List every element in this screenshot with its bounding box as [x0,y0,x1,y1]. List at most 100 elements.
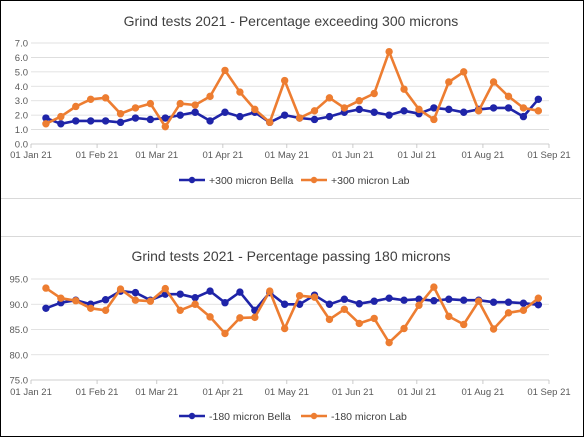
data-point [385,47,393,56]
x-tick-label: 01 Aug 21 [462,387,505,398]
legend-label: +300 micron Lab [331,175,410,187]
y-tick-label: 0.0 [15,140,28,151]
data-point [206,287,214,295]
data-point [266,287,274,295]
data-point [370,108,378,116]
data-point [295,114,304,122]
data-point [221,329,229,338]
data-point [131,114,140,122]
data-point [176,290,184,298]
x-tick-label: 01 Feb 21 [76,387,119,398]
data-point [430,283,438,291]
data-point [146,115,155,124]
legend-label: -180 micron Bella [209,411,291,423]
x-tick-label: 01 Aug 21 [462,150,505,161]
data-point [519,112,528,121]
data-point [370,89,378,98]
data-point [400,324,408,333]
data-point [131,288,140,297]
data-point [325,315,334,324]
data-point [534,107,543,115]
series-line [45,285,540,344]
data-point [385,338,393,347]
data-point [504,104,513,112]
data-point [72,297,80,305]
legend-entry: -180 micron Lab [301,411,407,423]
data-point [72,117,80,125]
data-point [400,107,408,115]
data-point [131,104,140,112]
data-point [415,105,423,114]
data-point [370,314,378,323]
data-point [206,117,214,125]
chart-exceeding-300: Grind tests 2021 - Percentage exceeding … [10,13,571,187]
data-point [236,112,244,121]
data-point [325,112,334,121]
data-point [310,293,319,301]
data-point [489,78,498,86]
data-point [280,76,289,85]
data-point [221,108,229,116]
y-tick-label: 85.0 [10,325,29,336]
data-point [400,85,408,93]
x-tick-label: 01 Jul 21 [398,150,437,161]
data-point [146,99,155,108]
data-point [176,99,184,108]
data-point [101,306,110,315]
data-point [101,296,110,304]
data-point [489,298,498,306]
data-point [519,104,528,112]
x-tick-label: 01 May 21 [265,387,309,398]
data-point [57,120,65,128]
data-point [325,94,334,102]
legend-label: +300 micron Bella [209,175,293,187]
data-point [355,300,363,308]
legend-marker [310,176,318,184]
data-point [430,297,438,305]
data-point [101,94,110,102]
data-point [534,301,543,309]
series-line [45,50,539,128]
series-line [45,98,540,126]
y-tick-label: 1.0 [15,125,28,136]
data-point [86,117,95,125]
data-point [206,92,214,101]
x-tick-label: 01 Sep 21 [527,150,570,161]
x-tick-label: 01 Apr 21 [203,150,244,161]
data-point [266,118,274,127]
data-point [340,104,349,112]
data-point [340,295,349,303]
data-point [445,295,453,303]
data-point [519,306,528,315]
x-tick-label: 01 Mar 21 [135,387,178,398]
series-line [45,289,539,312]
chart-passing-180: Grind tests 2021 - Percentage passing 18… [10,248,571,423]
x-tick-label: 01 Jan 21 [10,387,52,398]
data-point [221,299,229,307]
data-point [161,284,169,293]
data-point [355,97,363,105]
data-point [72,102,80,111]
data-point [355,105,363,114]
data-point [191,300,199,308]
data-point [280,111,289,119]
x-tick-label: 01 Jun 21 [332,150,374,161]
x-tick-label: 01 May 21 [265,150,309,161]
data-point [460,108,468,116]
data-point [310,115,319,124]
data-point [310,107,319,115]
data-point [116,118,125,127]
data-point [430,115,438,124]
data-point [460,68,468,76]
data-point [415,301,423,309]
legend-entry: -180 micron Bella [179,411,291,423]
data-point [236,314,244,322]
data-point [504,92,513,101]
legend-marker [310,412,318,420]
panel-divider [1,198,581,237]
data-point [504,298,513,306]
data-point [86,95,95,103]
data-point [355,319,363,328]
y-tick-label: 4.0 [15,82,28,93]
data-point [340,305,349,314]
